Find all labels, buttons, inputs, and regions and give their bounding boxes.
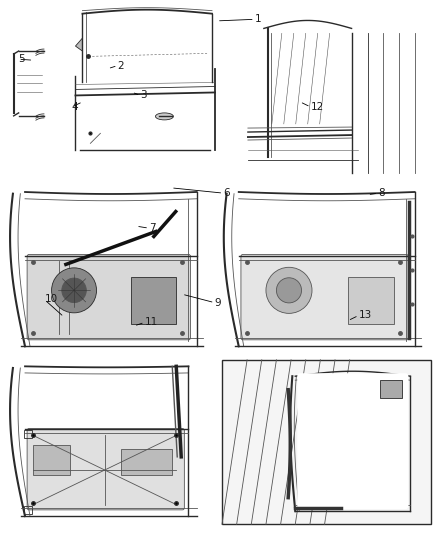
- Polygon shape: [75, 38, 82, 51]
- Text: 9: 9: [215, 297, 221, 308]
- Circle shape: [52, 268, 96, 313]
- Text: 12: 12: [311, 102, 324, 112]
- Text: 7: 7: [149, 223, 156, 233]
- Text: 13: 13: [359, 310, 372, 320]
- FancyBboxPatch shape: [297, 373, 408, 509]
- Circle shape: [62, 278, 86, 303]
- Text: 10: 10: [44, 294, 57, 304]
- Circle shape: [276, 278, 301, 303]
- Text: 3: 3: [141, 90, 147, 100]
- Bar: [24, 506, 32, 514]
- Text: 5: 5: [18, 54, 25, 64]
- Ellipse shape: [155, 113, 173, 120]
- Bar: [24, 431, 32, 439]
- Bar: [131, 277, 176, 324]
- Text: 6: 6: [223, 188, 230, 198]
- Bar: [381, 380, 403, 398]
- Text: 11: 11: [145, 317, 158, 327]
- FancyBboxPatch shape: [241, 254, 408, 340]
- FancyBboxPatch shape: [27, 254, 191, 340]
- Text: 4: 4: [72, 102, 78, 112]
- FancyBboxPatch shape: [27, 429, 184, 510]
- Bar: [348, 277, 394, 324]
- Bar: [222, 360, 431, 524]
- Bar: [33, 446, 70, 475]
- Text: 8: 8: [378, 188, 385, 198]
- Bar: [121, 449, 172, 475]
- Text: 2: 2: [118, 61, 124, 70]
- Circle shape: [266, 267, 312, 313]
- Text: 1: 1: [255, 14, 261, 25]
